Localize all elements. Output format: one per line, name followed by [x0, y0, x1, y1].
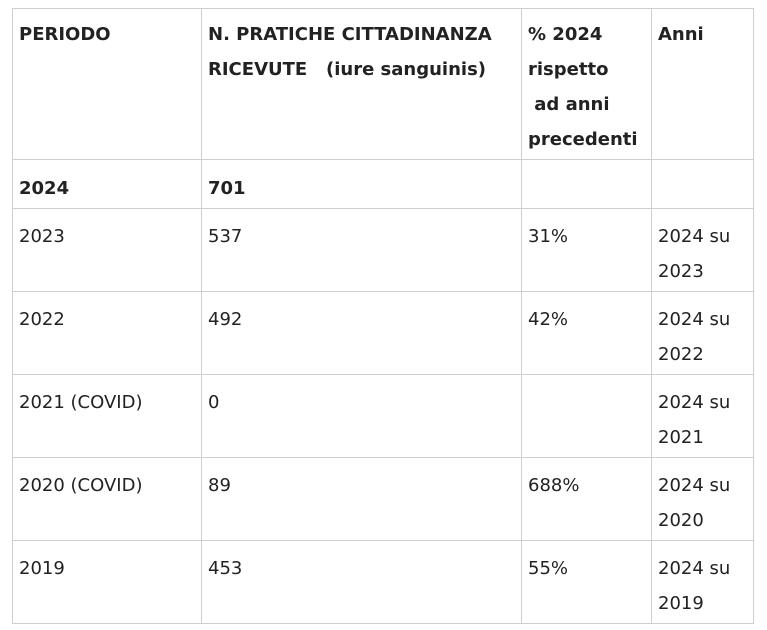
cell-years: 2024 su 2023: [651, 208, 754, 292]
cell-period: 2023: [12, 208, 202, 292]
header-line: % 2024: [528, 24, 603, 45]
cell-percentage: 42%: [521, 291, 652, 375]
cell-years: 2024 su 2021: [651, 374, 754, 458]
cell-years: [651, 159, 754, 209]
cell-percentage: 688%: [521, 457, 652, 541]
cell-period: 2022: [12, 291, 202, 375]
header-line: RICEVUTE (iure sanguinis): [208, 59, 487, 80]
header-pratiche: N. PRATICHE CITTADINANZA RICEVUTE (iure …: [201, 8, 522, 160]
cell-count: 0: [201, 374, 522, 458]
cell-years: 2024 su 2020: [651, 457, 754, 541]
cell-years: 2024 su 2022: [651, 291, 754, 375]
cell-period: 2020 (COVID): [12, 457, 202, 541]
cell-count: 537: [201, 208, 522, 292]
header-line: PERIODO: [19, 24, 111, 45]
cell-count: 453: [201, 540, 522, 624]
citizenship-table-container: PERIODO N. PRATICHE CITTADINANZA RICEVUT…: [12, 8, 754, 624]
header-line: N. PRATICHE CITTADINANZA: [208, 24, 492, 45]
table-row: 2019 453 55% 2024 su 2019: [12, 540, 754, 624]
citizenship-table: PERIODO N. PRATICHE CITTADINANZA RICEVUT…: [12, 8, 754, 624]
table-header-row: PERIODO N. PRATICHE CITTADINANZA RICEVUT…: [12, 8, 754, 160]
cell-percentage: [521, 159, 652, 209]
cell-count: 492: [201, 291, 522, 375]
header-line: Anni: [658, 24, 704, 45]
cell-years: 2024 su 2019: [651, 540, 754, 624]
table-row: 2023 537 31% 2024 su 2023: [12, 208, 754, 292]
header-line: ad anni: [528, 94, 610, 115]
cell-percentage: [521, 374, 652, 458]
table-row: 2020 (COVID) 89 688% 2024 su 2020: [12, 457, 754, 541]
table-row: 2021 (COVID) 0 2024 su 2021: [12, 374, 754, 458]
cell-percentage: 31%: [521, 208, 652, 292]
cell-count: 89: [201, 457, 522, 541]
cell-count: 701: [201, 159, 522, 209]
cell-period: 2019: [12, 540, 202, 624]
cell-percentage: 55%: [521, 540, 652, 624]
header-line: precedenti: [528, 129, 638, 150]
header-periodo: PERIODO: [12, 8, 202, 160]
table-row: 2024 701: [12, 159, 754, 209]
header-line: rispetto: [528, 59, 609, 80]
cell-period: 2024: [12, 159, 202, 209]
header-percentuale: % 2024 rispetto ad anni precedenti: [521, 8, 652, 160]
table-row: 2022 492 42% 2024 su 2022: [12, 291, 754, 375]
cell-period: 2021 (COVID): [12, 374, 202, 458]
header-anni: Anni: [651, 8, 754, 160]
